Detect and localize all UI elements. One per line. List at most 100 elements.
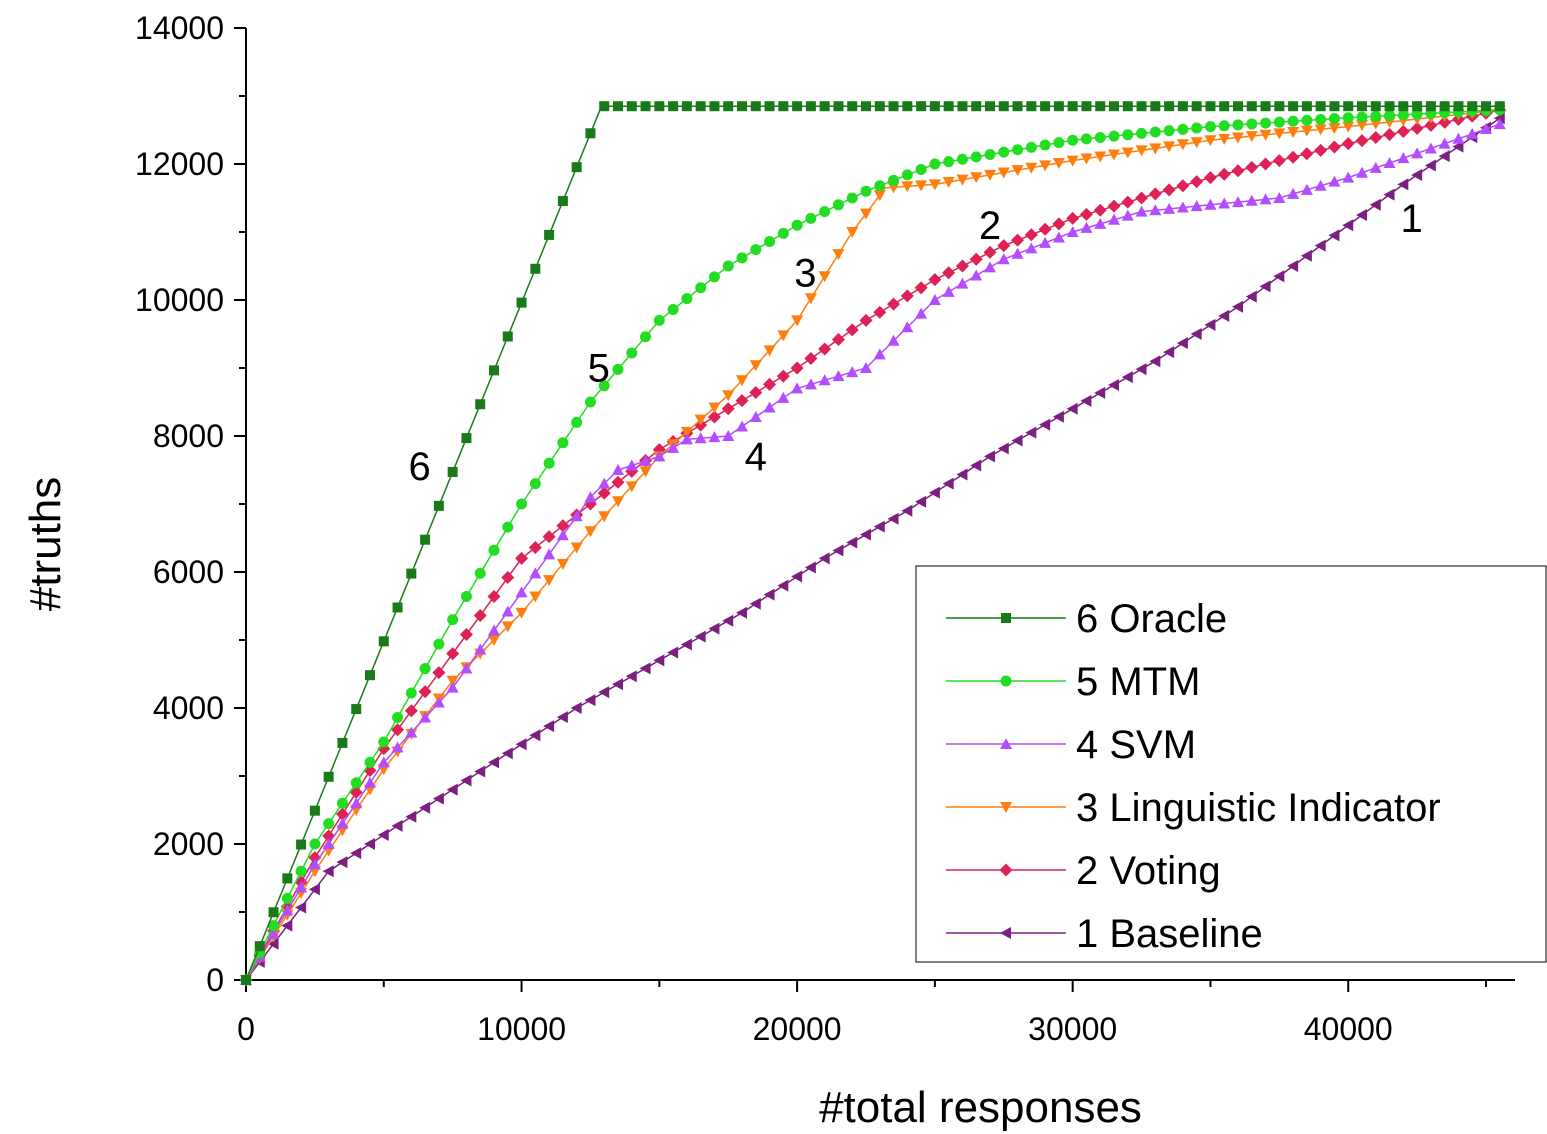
y-tick-label: 6000 bbox=[153, 554, 224, 590]
data-point bbox=[736, 375, 748, 387]
data-point bbox=[1328, 113, 1340, 125]
data-point bbox=[1245, 160, 1259, 174]
data-point bbox=[1301, 114, 1313, 126]
x-axis-title: #total responses bbox=[819, 1083, 1142, 1132]
data-point bbox=[997, 253, 1010, 265]
data-point bbox=[846, 366, 859, 378]
data-point bbox=[337, 737, 348, 748]
data-point bbox=[323, 771, 334, 782]
data-point bbox=[901, 169, 913, 181]
data-point bbox=[1493, 118, 1506, 130]
data-point bbox=[1356, 209, 1367, 221]
data-point bbox=[1397, 178, 1409, 191]
data-point bbox=[570, 510, 583, 522]
data-point bbox=[1246, 118, 1258, 130]
data-point bbox=[542, 530, 556, 544]
data-point bbox=[942, 285, 955, 297]
data-point bbox=[405, 726, 418, 738]
data-point bbox=[1246, 101, 1257, 112]
data-point bbox=[1288, 101, 1299, 112]
data-point bbox=[501, 570, 515, 584]
data-point bbox=[1148, 187, 1162, 201]
data-point bbox=[502, 331, 513, 342]
data-point bbox=[295, 901, 307, 914]
data-point bbox=[1300, 147, 1314, 161]
data-point bbox=[1052, 217, 1066, 231]
data-point bbox=[406, 568, 417, 579]
data-point bbox=[570, 542, 583, 554]
data-point bbox=[1066, 211, 1080, 225]
data-point bbox=[1272, 154, 1286, 168]
y-tick-group: 0 2000 4000 6000 8000 10000 12000 14000 bbox=[135, 10, 246, 998]
data-point bbox=[1204, 198, 1217, 210]
data-point bbox=[998, 146, 1010, 158]
data-point bbox=[625, 481, 638, 493]
legend-item: 4 SVM bbox=[946, 723, 1196, 767]
data-point bbox=[969, 252, 983, 266]
data-point bbox=[861, 101, 871, 112]
x-tick-label: 10000 bbox=[477, 1011, 566, 1047]
data-point bbox=[1369, 198, 1381, 211]
data-point bbox=[846, 192, 858, 204]
data-point bbox=[1369, 131, 1383, 145]
data-point bbox=[750, 101, 761, 112]
data-point bbox=[1383, 188, 1395, 201]
data-point bbox=[1108, 379, 1119, 391]
data-point bbox=[281, 919, 293, 932]
data-point bbox=[1081, 101, 1092, 112]
data-point bbox=[432, 666, 446, 680]
series-1-baseline bbox=[240, 112, 1505, 986]
data-point bbox=[777, 227, 789, 239]
data-point bbox=[902, 101, 913, 112]
data-point bbox=[929, 101, 940, 112]
data-point bbox=[1328, 229, 1340, 242]
data-point bbox=[723, 101, 734, 112]
data-point bbox=[1190, 137, 1203, 149]
data-point bbox=[818, 374, 831, 386]
series-layer bbox=[239, 101, 1507, 987]
data-point bbox=[735, 394, 749, 408]
data-point bbox=[309, 805, 320, 816]
data-point bbox=[1356, 166, 1368, 178]
data-point bbox=[818, 342, 832, 356]
data-point bbox=[1164, 101, 1175, 112]
data-point bbox=[404, 704, 418, 718]
data-point bbox=[336, 856, 348, 869]
data-point bbox=[970, 151, 982, 163]
data-point bbox=[529, 567, 542, 579]
data-point bbox=[461, 433, 472, 444]
data-point bbox=[928, 179, 941, 191]
data-point bbox=[556, 558, 569, 570]
data-point bbox=[970, 459, 982, 472]
data-point bbox=[928, 273, 942, 287]
data-point bbox=[1150, 101, 1161, 112]
data-point bbox=[405, 810, 417, 823]
data-point bbox=[1342, 219, 1354, 232]
data-point bbox=[764, 101, 775, 112]
data-point bbox=[749, 385, 763, 399]
data-point bbox=[543, 575, 556, 587]
data-point bbox=[433, 500, 444, 511]
data-point bbox=[694, 630, 706, 643]
data-point bbox=[335, 807, 349, 821]
data-point bbox=[1149, 355, 1161, 368]
data-point bbox=[626, 101, 637, 112]
data-point bbox=[1067, 101, 1078, 112]
data-point bbox=[446, 783, 458, 796]
data-point bbox=[516, 297, 527, 308]
data-point bbox=[1438, 150, 1450, 163]
data-point bbox=[432, 792, 444, 805]
data-point bbox=[736, 420, 748, 432]
data-point bbox=[1411, 168, 1423, 181]
data-point bbox=[831, 332, 845, 346]
data-point bbox=[267, 937, 279, 950]
data-point bbox=[668, 101, 679, 112]
data-point bbox=[680, 638, 692, 651]
data-point bbox=[901, 504, 913, 517]
data-point bbox=[447, 614, 459, 626]
data-point bbox=[350, 777, 362, 789]
data-point bbox=[1121, 147, 1134, 159]
data-point bbox=[598, 380, 610, 392]
data-point bbox=[1066, 155, 1079, 167]
data-point bbox=[459, 628, 473, 642]
